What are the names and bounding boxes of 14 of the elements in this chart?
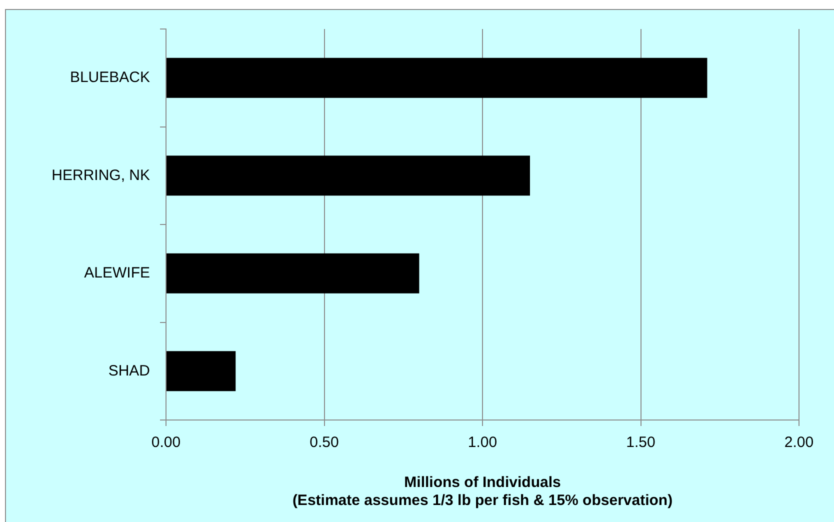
x-tick-label: 0.50 <box>310 434 339 452</box>
y-tick-label: SHAD <box>108 362 150 380</box>
y-tick-label: ALEWIFE <box>84 264 150 282</box>
bar <box>166 351 236 392</box>
x-tick-label: 1.00 <box>468 434 498 452</box>
x-tick-label: 1.50 <box>626 434 656 452</box>
x-tick-label: 0.00 <box>151 434 181 452</box>
bar <box>166 156 530 196</box>
x-axis-title: Millions of Individuals (Estimate assumes 1/3 lb per fish & 15% observation) <box>292 474 673 510</box>
y-tick-label: HERRING, NK <box>52 166 150 184</box>
bar <box>166 253 420 294</box>
bar <box>166 58 708 98</box>
x-tick-label: 2.00 <box>784 434 814 452</box>
y-tick-label: BLUEBACK <box>70 69 150 86</box>
